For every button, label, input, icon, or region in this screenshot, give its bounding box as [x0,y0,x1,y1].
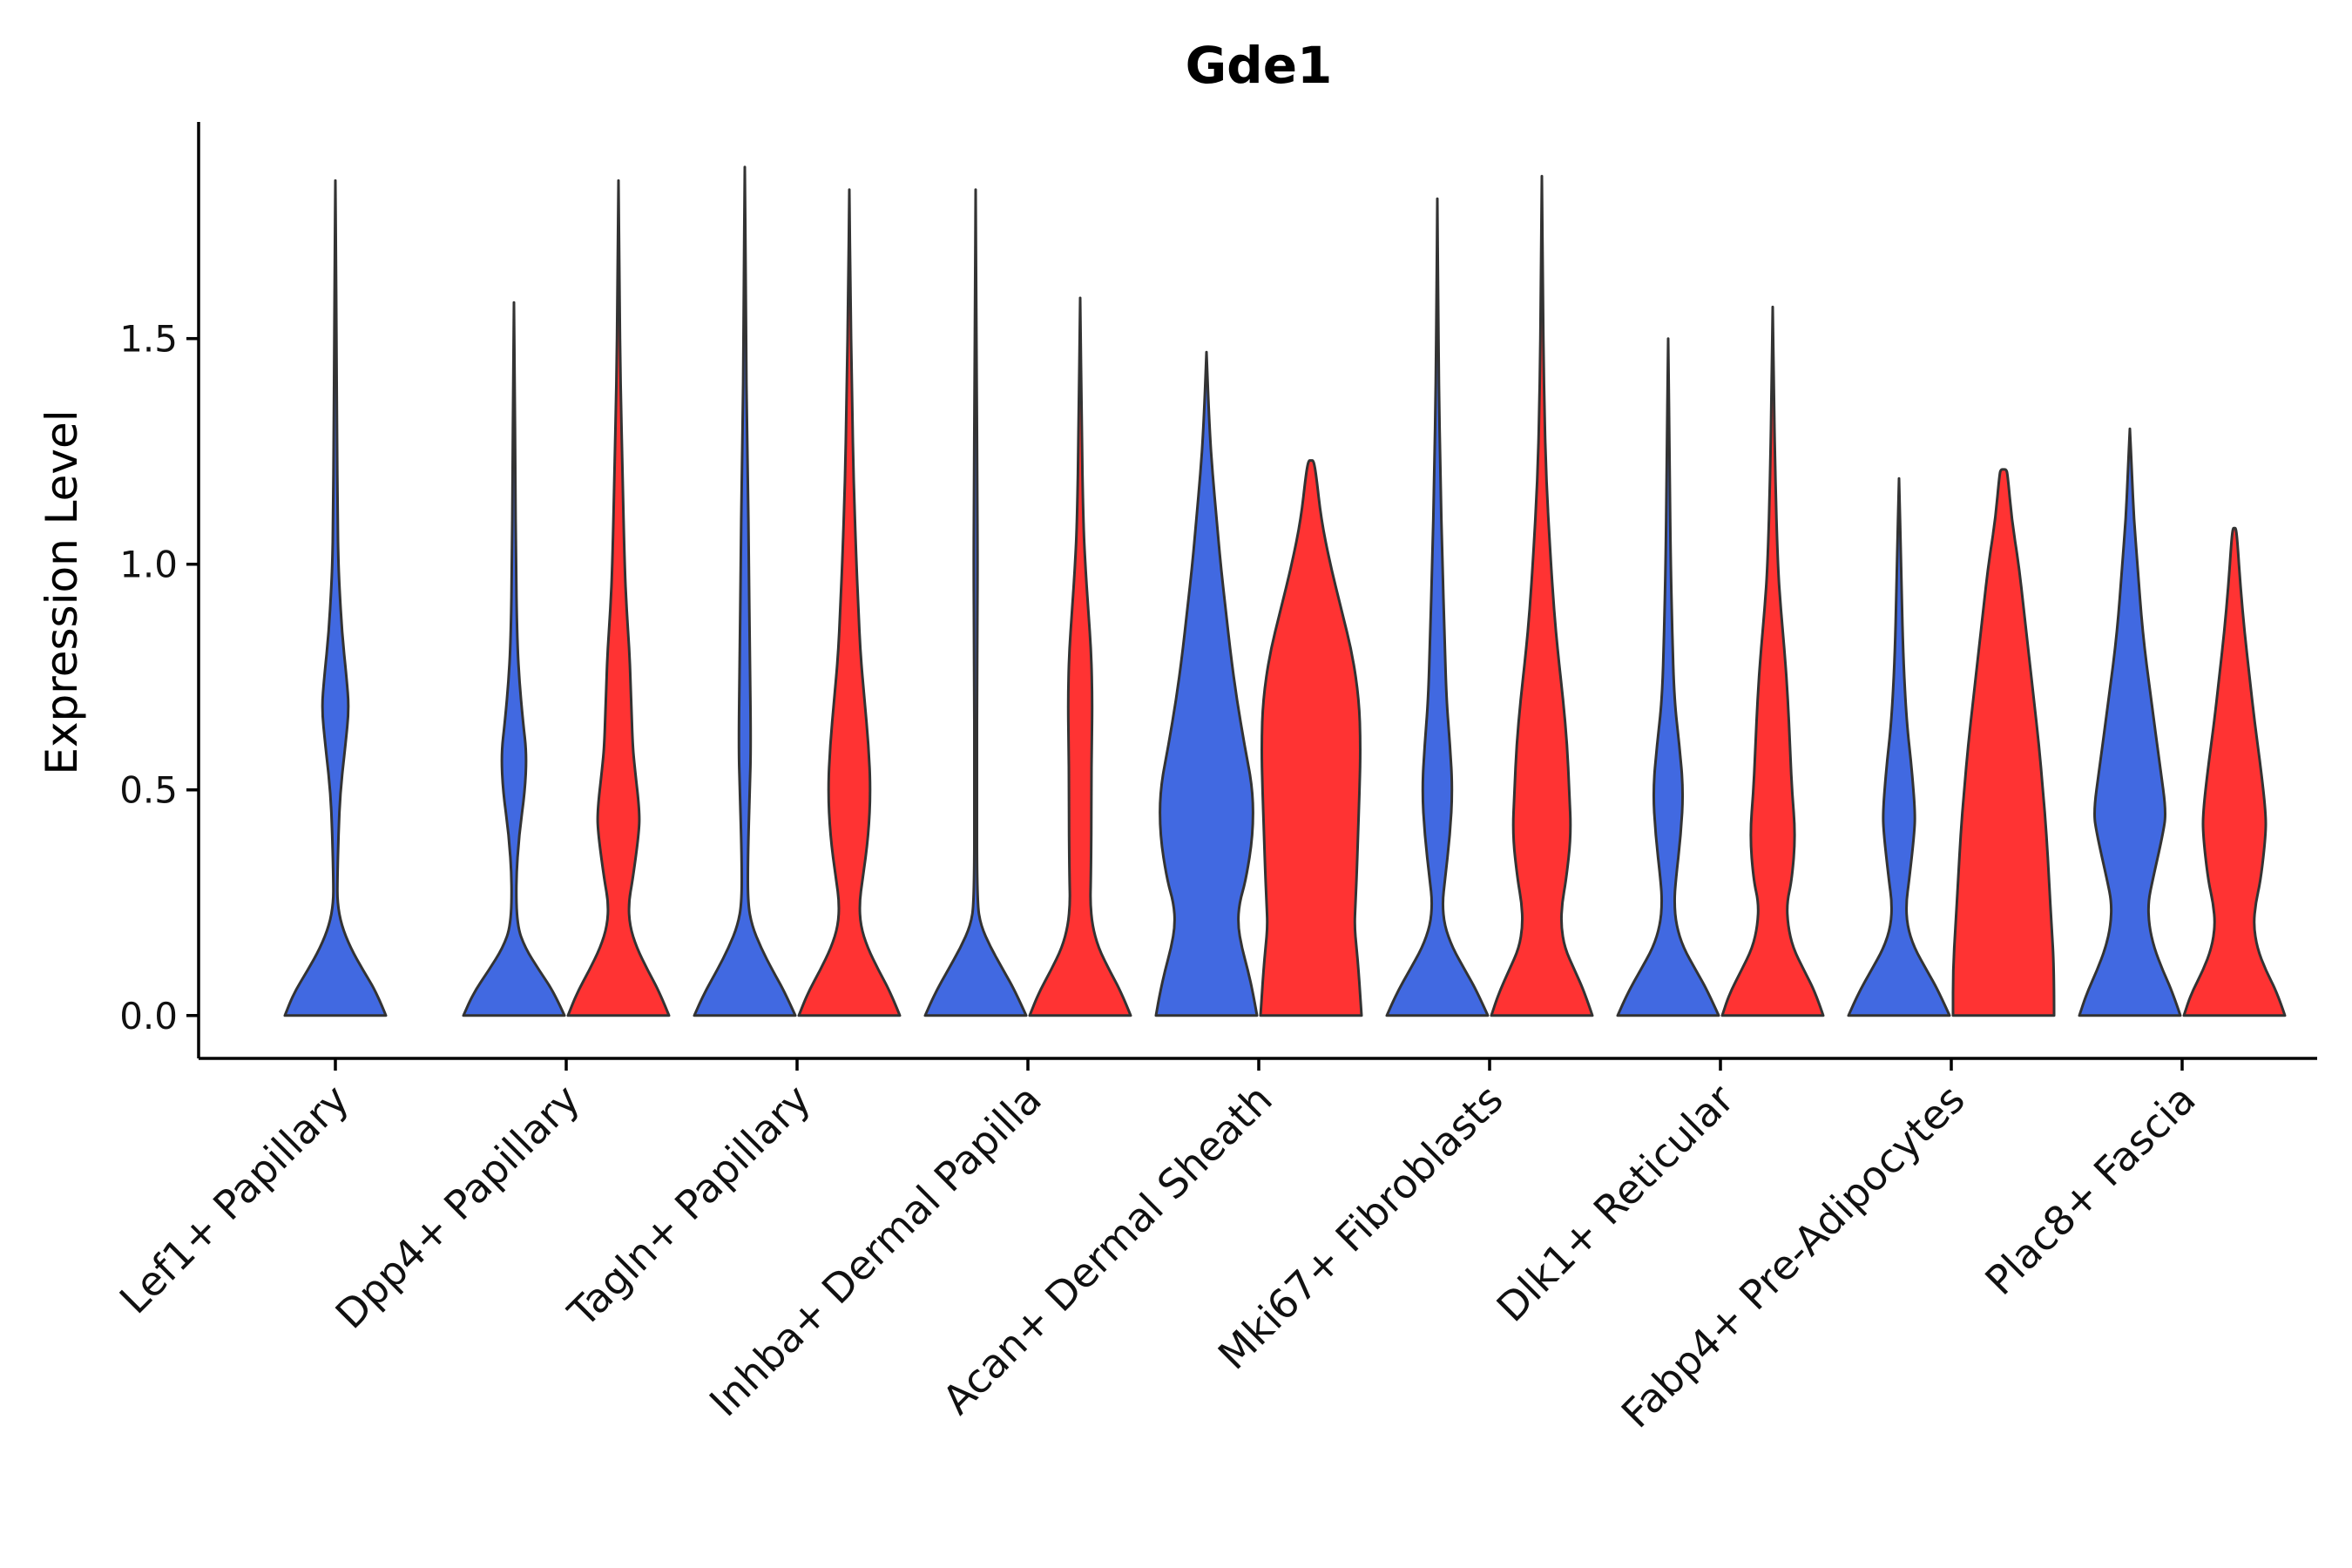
violin-group-1-2 [462,301,566,1017]
violin-group-1-9 [2078,427,2182,1017]
violin-group-1-6 [1385,197,1490,1017]
x-category-label: Dlk1+ Reticular [1488,1076,1743,1331]
violins-layer [283,166,2287,1017]
violin-group-2-4 [1028,296,1132,1017]
violin-group-2-2 [566,179,671,1017]
y-tick-label: 0.5 [119,769,178,812]
violin-group-1-5 [1154,350,1259,1017]
violin-group-2-5 [1259,459,1363,1017]
y-tick-label: 1.0 [119,544,178,586]
violin-group-2-6 [1490,174,1594,1017]
violin-group-2-8 [1951,468,2056,1017]
violin-group-1-7 [1616,337,1720,1017]
chart-title: Gde1 [1186,36,1333,95]
y-tick-label: 1.5 [119,318,178,361]
violin-group-1-3 [693,166,797,1017]
violin-group-1-8 [1847,476,1951,1017]
y-tick-label: 0.0 [119,995,178,1037]
violin-group-1-1 [283,179,388,1017]
x-category-label: Dpp4+ Papillary [327,1076,589,1338]
x-category-label: Tagln+ Papillary [558,1076,820,1337]
x-category-label: Plac8+ Fascia [1976,1076,2204,1304]
violin-group-2-9 [2182,526,2287,1017]
violin-group-2-7 [1720,305,1825,1017]
violin-group-2-3 [797,188,902,1017]
y-axis-label: Expression Level [37,409,87,774]
x-category-label: Lef1+ Papillary [111,1076,358,1323]
violin-group-1-4 [923,188,1028,1017]
